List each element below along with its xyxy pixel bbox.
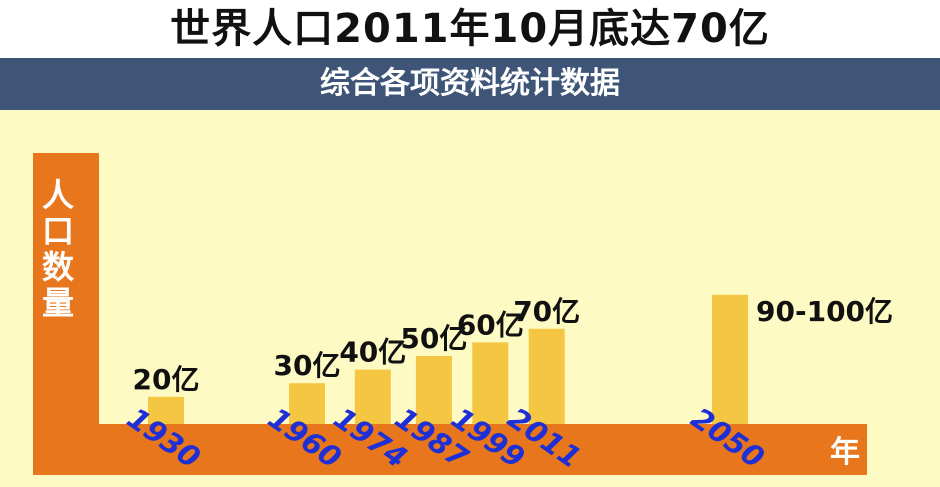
value-label-1987: 50亿 (400, 322, 467, 355)
value-label-2050: 90-100亿 (756, 295, 893, 328)
value-label-1930: 20亿 (133, 363, 200, 396)
y-axis-band (33, 153, 99, 475)
y-axis-label-char: 口 (42, 212, 74, 250)
value-label-1999: 60亿 (457, 308, 524, 341)
bar-2050 (712, 294, 748, 424)
value-label-2011: 70亿 (513, 295, 580, 328)
subtitle-banner: 综合各项资料统计数据 (0, 58, 940, 110)
bars-group (148, 294, 748, 424)
value-label-1960: 30亿 (274, 349, 341, 382)
value-label-1974: 40亿 (339, 336, 406, 369)
bar-1987 (415, 356, 452, 424)
bar-1999 (472, 342, 509, 424)
chart-title: 世界人口2011年10月底达70亿 (170, 6, 770, 52)
x-axis-label: 年 (830, 435, 860, 470)
bar-1960 (289, 383, 325, 424)
x-axis-band (99, 424, 867, 475)
y-axis-label-char: 量 (42, 284, 74, 322)
bar-2011 (528, 328, 565, 424)
y-axis-label-char: 数 (42, 248, 75, 286)
y-axis-label-char: 人 (42, 176, 74, 214)
bar-1930 (148, 396, 184, 424)
bar-1974 (354, 369, 391, 424)
